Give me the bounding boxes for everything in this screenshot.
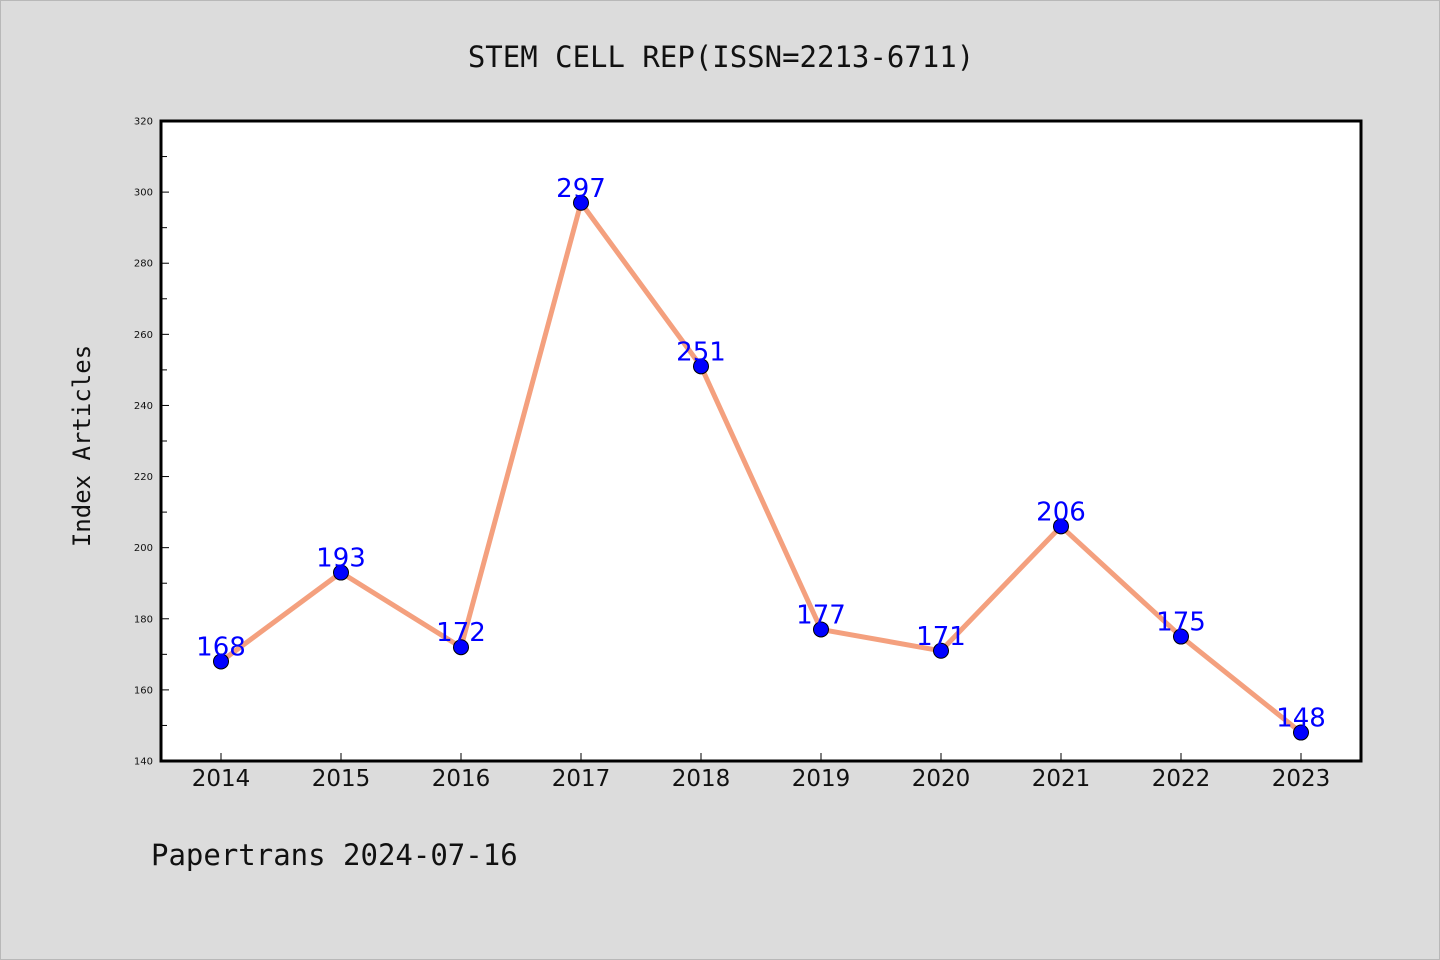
y-axis-label: Index Articles (68, 345, 96, 547)
y-tick-label: 320 (134, 117, 153, 128)
x-tick-label: 2022 (1152, 766, 1211, 792)
data-points (213, 194, 1309, 741)
data-point (813, 621, 829, 638)
y-axis-ticks: 140 160 180 200 220 240 260 280 300 320 (134, 117, 169, 768)
data-point (573, 194, 589, 211)
data-point (1173, 628, 1189, 645)
x-tick-label: 2020 (912, 766, 971, 792)
x-tick-label: 2016 (432, 766, 491, 792)
data-point (1053, 518, 1069, 535)
x-tick-label: 2021 (1032, 766, 1091, 792)
data-point (453, 639, 469, 656)
data-label: 172 (436, 618, 486, 648)
data-label: 148 (1276, 704, 1326, 734)
data-point (693, 358, 709, 375)
y-tick-label: 160 (134, 685, 153, 696)
y-tick-label: 300 (134, 188, 153, 199)
data-label: 193 (316, 544, 366, 574)
series-line (218, 200, 1304, 736)
data-point (333, 564, 349, 581)
x-tick-label: 2014 (192, 766, 251, 792)
x-tick-label: 2017 (552, 766, 611, 792)
y-tick-label: 260 (134, 330, 153, 341)
data-point (1293, 724, 1309, 741)
y-tick-label: 280 (134, 259, 153, 270)
data-label: 171 (916, 622, 966, 652)
y-tick-label: 220 (134, 472, 153, 483)
data-point (213, 653, 229, 670)
y-tick-label: 140 (134, 757, 153, 768)
y-tick-label: 180 (134, 614, 153, 625)
x-tick-label: 2019 (792, 766, 851, 792)
data-label: 297 (556, 174, 606, 204)
footer-text: Papertrans 2024-07-16 (151, 838, 518, 872)
data-label: 175 (1156, 608, 1206, 638)
chart-title: STEM CELL REP(ISSN=2213-6711) (468, 40, 974, 74)
data-label: 177 (796, 600, 846, 630)
y-tick-label: 240 (134, 401, 153, 412)
data-label: 168 (196, 632, 246, 662)
data-labels: 168 193 172 297 251 177 171 206 175 148 (196, 174, 1326, 734)
x-axis-ticks: 2014 2015 2016 2017 2018 2019 2020 2021 2022 2023 (192, 753, 1331, 792)
data-label: 251 (676, 337, 726, 367)
plot-area (159, 119, 1363, 763)
y-tick-label: 200 (134, 543, 153, 554)
data-point (933, 642, 949, 659)
x-tick-label: 2015 (312, 766, 371, 792)
x-tick-label: 2023 (1272, 766, 1331, 792)
data-label: 206 (1036, 497, 1086, 527)
x-tick-label: 2018 (672, 766, 731, 792)
